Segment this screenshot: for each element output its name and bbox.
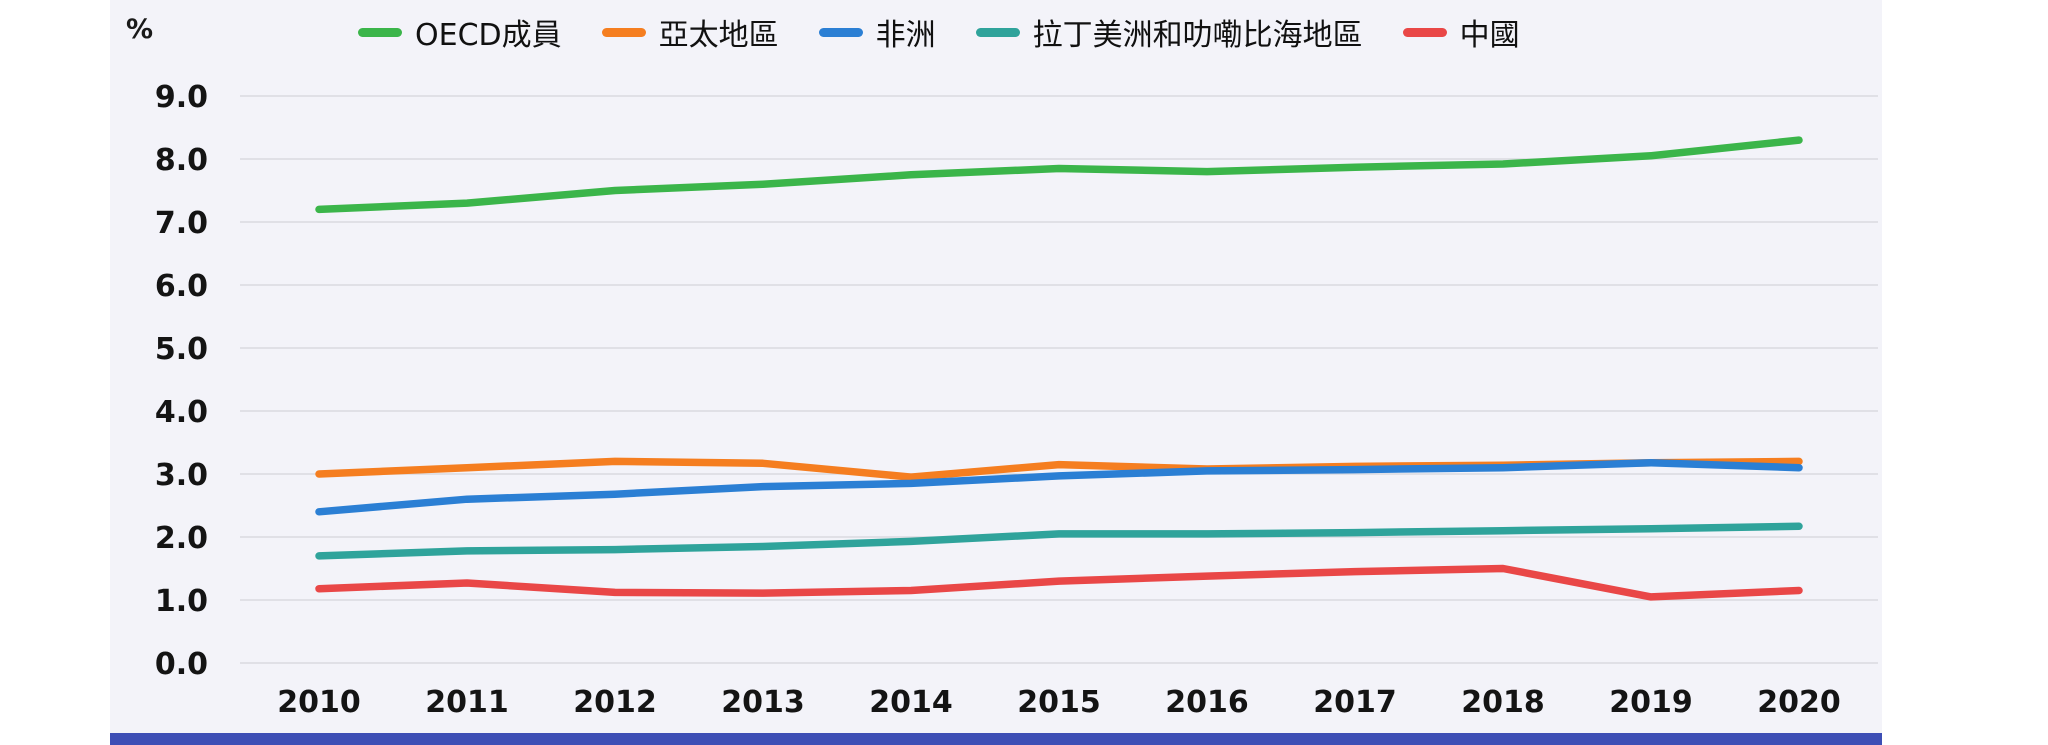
y-axis-unit-label: % [126, 14, 154, 45]
legend-label: 非洲 [875, 18, 936, 53]
legend-swatch-icon [601, 27, 646, 37]
legend-item: OECD成員 [358, 10, 562, 54]
chart-panel [110, 0, 1882, 733]
legend-swatch-icon [358, 27, 402, 37]
legend-label: OECD成員 [415, 18, 562, 53]
series-line [315, 564, 1803, 601]
y-tick-label: 1.0 [155, 584, 208, 619]
x-tick-label: 2019 [1609, 685, 1693, 720]
y-tick-label: 3.0 [155, 458, 208, 493]
y-tick-label: 8.0 [155, 143, 208, 178]
x-tick-label: 2017 [1313, 685, 1397, 720]
x-tick-label: 2014 [869, 685, 953, 720]
y-tick-label: 9.0 [155, 80, 208, 115]
x-tick-label: 2011 [425, 685, 509, 720]
y-tick-label: 5.0 [155, 332, 208, 367]
legend-label: 亞太地區 [658, 18, 779, 53]
legend-label: 拉丁美洲和叻嘞比海地區 [1032, 18, 1363, 53]
legend-swatch-icon [818, 27, 863, 37]
bottom-accent-bar [110, 733, 1882, 745]
y-tick-label: 0.0 [155, 647, 208, 682]
x-tick-label: 2010 [277, 685, 361, 720]
series-line [315, 458, 1803, 516]
y-tick-label: 6.0 [155, 269, 208, 304]
series-line [315, 136, 1803, 214]
y-tick-label: 4.0 [155, 395, 208, 430]
legend-label: 中國 [1459, 18, 1520, 53]
series-line [315, 522, 1803, 560]
legend-swatch-icon [1402, 27, 1447, 37]
x-tick-label: 2016 [1165, 685, 1249, 720]
chart-legend: OECD成員 亞太地區 非洲 拉丁美洲和叻嘞比海地區 中國 [358, 10, 1520, 54]
legend-item: 非洲 [818, 10, 936, 54]
y-tick-label: 2.0 [155, 521, 208, 556]
y-tick-label: 7.0 [155, 206, 208, 241]
legend-item: 中國 [1402, 10, 1520, 54]
legend-item: 拉丁美洲和叻嘞比海地區 [975, 10, 1363, 54]
x-tick-label: 2018 [1461, 685, 1545, 720]
x-tick-label: 2012 [573, 685, 657, 720]
legend-swatch-icon [975, 27, 1020, 37]
x-tick-label: 2013 [721, 685, 805, 720]
x-tick-label: 2020 [1757, 685, 1841, 720]
x-tick-label: 2015 [1017, 685, 1101, 720]
legend-item: 亞太地區 [601, 10, 779, 54]
